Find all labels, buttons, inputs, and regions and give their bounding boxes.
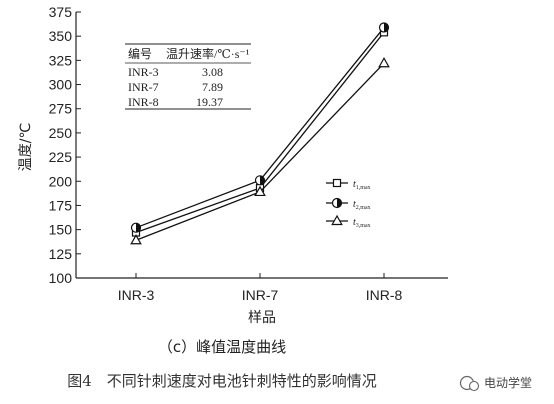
table-cell-r1-rate: 7.89 bbox=[202, 80, 223, 94]
table-header-rate: 温升速率/℃·s⁻¹ bbox=[166, 46, 250, 61]
watermark-text: 电动学堂 bbox=[484, 375, 532, 390]
legend-label-sub: 2,max bbox=[356, 205, 371, 211]
x-ticks: INR-3 INR-7 INR-8 bbox=[118, 273, 403, 303]
table-cell-r0-rate: 3.08 bbox=[202, 65, 223, 79]
half-circle-marker bbox=[331, 197, 343, 209]
y-tick-label: 250 bbox=[49, 125, 73, 141]
y-tick-label: 275 bbox=[49, 101, 73, 117]
y-tick-label: 150 bbox=[49, 222, 73, 238]
y-tick-label: 200 bbox=[49, 173, 73, 189]
legend-label-sub: 3,max bbox=[356, 223, 371, 229]
table-header-id: 编号 bbox=[128, 46, 152, 61]
table-cell-r1-id: INR-7 bbox=[128, 80, 159, 94]
y-tick-label: 375 bbox=[49, 4, 73, 20]
half-circle-marker-fill bbox=[384, 22, 389, 32]
y-tick-label: 175 bbox=[49, 197, 73, 213]
y-tick-label: 225 bbox=[49, 149, 73, 165]
half-circle-marker bbox=[378, 22, 390, 33]
y-tick-label: 100 bbox=[49, 270, 73, 286]
inset-table: 编号 温升速率/℃·s⁻¹ INR-3 3.08 INR-7 7.89 INR-… bbox=[125, 43, 251, 110]
y-tick-label: 350 bbox=[49, 28, 73, 44]
y-tick-label: 125 bbox=[49, 246, 73, 262]
watermark: 电动学堂 bbox=[459, 375, 532, 392]
y-tick-label: 300 bbox=[49, 77, 73, 93]
triangle-marker-shape bbox=[254, 185, 266, 197]
x-axis-title: 样品 bbox=[248, 310, 276, 326]
square-marker-shape bbox=[332, 178, 342, 188]
y-tick-label: 325 bbox=[49, 52, 73, 68]
half-circle-marker-fill bbox=[136, 223, 141, 233]
series-layer bbox=[130, 22, 390, 245]
x-tick-label: INR-3 bbox=[118, 287, 155, 303]
y-ticks: 100 125 150 175 200 225 250 275 300 325 350 375 bbox=[49, 4, 81, 286]
legend-label: t2,max bbox=[353, 199, 371, 211]
triangle-marker-shape bbox=[378, 57, 390, 68]
figure-caption: 图4 不同针刺速度对电池针刺特性的影响情况 bbox=[67, 372, 377, 390]
x-tick-label: INR-8 bbox=[366, 287, 403, 303]
legend-label: t1,max bbox=[353, 179, 371, 191]
legend-label-main: t bbox=[353, 179, 356, 190]
legend-label-main: t bbox=[353, 217, 356, 228]
half-circle-marker-fill bbox=[260, 175, 265, 185]
half-circle-marker bbox=[130, 222, 142, 233]
triangle-marker bbox=[254, 185, 266, 197]
triangle-marker bbox=[331, 214, 343, 226]
triangle-marker-shape bbox=[331, 214, 343, 226]
table-cell-r2-rate: 19.37 bbox=[196, 95, 223, 109]
triangle-marker bbox=[130, 234, 142, 245]
table-cell-r2-id: INR-8 bbox=[128, 95, 159, 109]
table-cell-r0-id: INR-3 bbox=[128, 65, 159, 79]
subcaption: （c）峰值温度曲线 bbox=[158, 338, 286, 356]
y-axis-title: 温度/℃ bbox=[18, 123, 34, 171]
x-tick-label: INR-7 bbox=[242, 287, 279, 303]
half-circle-marker-fill bbox=[337, 198, 342, 208]
triangle-marker bbox=[378, 57, 390, 68]
square-marker bbox=[332, 178, 342, 188]
half-circle-marker bbox=[254, 175, 266, 186]
legend-label-main: t bbox=[353, 199, 356, 210]
legend-label: t3,max bbox=[353, 217, 371, 229]
wechat-icon-bubble bbox=[468, 380, 480, 392]
legend-label-sub: 1,max bbox=[356, 185, 371, 191]
triangle-marker-shape bbox=[130, 234, 142, 245]
